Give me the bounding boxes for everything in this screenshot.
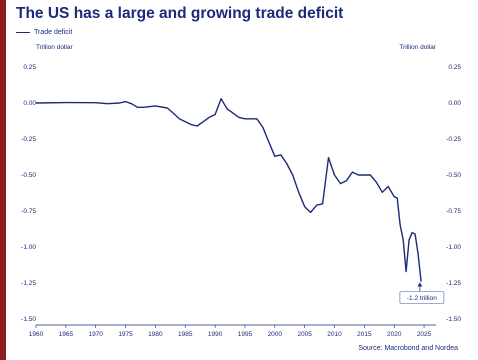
legend-swatch	[16, 31, 30, 34]
y-tick-label-right: -0.50	[446, 172, 461, 179]
x-tick-label: 2025	[417, 331, 432, 338]
y-axis-label-right: Trillion dollar	[399, 44, 436, 51]
x-tick-label: 2020	[387, 331, 402, 338]
x-tick-label: 2005	[297, 331, 312, 338]
x-tick-label: 1965	[59, 331, 74, 338]
chart-panel: The US has a large and growing trade def…	[6, 0, 478, 360]
x-tick-label: 1975	[118, 331, 133, 338]
x-tick-label: 2015	[357, 331, 372, 338]
y-tick-label-right: 0.00	[448, 100, 461, 107]
y-tick-label-left: -1.50	[21, 316, 36, 323]
y-tick-label-right: -0.75	[446, 208, 461, 215]
y-tick-label-right: 0.25	[448, 64, 461, 71]
series-line-trade-deficit	[35, 97, 422, 282]
y-tick-label-left: -1.25	[21, 280, 36, 287]
y-tick-label-left: 0.00	[23, 100, 36, 107]
y-tick-label-left: -0.25	[21, 136, 36, 143]
chart-title: The US has a large and growing trade def…	[16, 5, 344, 22]
x-tick-label: 1980	[148, 331, 163, 338]
annotation: -1.2 trillion	[399, 282, 445, 304]
y-axis-label-left: Trillion dollar	[36, 44, 73, 51]
annotation-label: -1.2 trillion	[407, 295, 437, 302]
legend-label: Trade deficit	[34, 29, 73, 36]
line-chart: Trillion dollar Trillion dollar 0.25 0.00…	[21, 44, 461, 338]
x-tick-label: 1970	[88, 331, 103, 338]
x-tick-label: 1960	[29, 331, 44, 338]
y-tick-label-left: -0.75	[21, 208, 36, 215]
chart-legend: Trade deficit	[16, 29, 72, 36]
annotation-box	[399, 291, 445, 304]
source-note: Source: Macrobond and Nordea	[358, 345, 458, 352]
y-tick-label-left: 0.25	[23, 64, 36, 71]
y-tick-label-right: -0.25	[446, 136, 461, 143]
y-tick-label-right: -1.00	[446, 244, 461, 251]
x-tick-label: 1985	[178, 331, 193, 338]
x-ticks: 1960 1965 1970 1975 1980 1985 1990 1995 2000 2005…	[29, 325, 432, 338]
annotation-arrowhead	[417, 282, 423, 287]
x-tick-label: 2000	[268, 331, 283, 338]
x-tick-label: 1995	[238, 331, 253, 338]
x-tick-label: 1990	[208, 331, 223, 338]
x-tick-label: 2010	[327, 331, 342, 338]
y-ticks-left: 0.25 0.00 -0.25 -0.50 -0.75 -1.00 -1.25 -1.50	[21, 64, 36, 323]
y-tick-label-right: -1.25	[446, 280, 461, 287]
y-tick-label-left: -0.50	[21, 172, 36, 179]
y-tick-label-right: -1.50	[446, 316, 461, 323]
y-ticks-right: 0.25 0.00 -0.25 -0.50 -0.75 -1.00 -1.25 -1.50	[446, 64, 461, 323]
y-tick-label-left: -1.00	[21, 244, 36, 251]
